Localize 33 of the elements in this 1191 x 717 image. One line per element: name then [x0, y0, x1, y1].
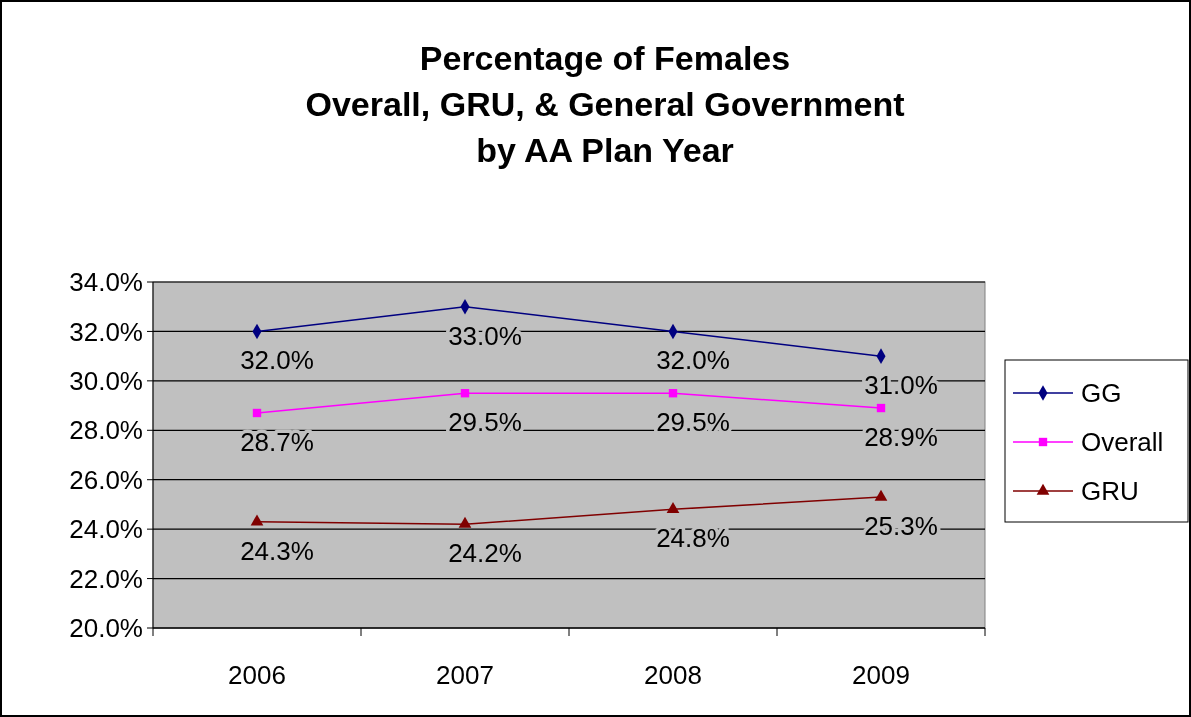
- x-tick-label: 2007: [436, 660, 494, 690]
- data-label: 32.0%: [240, 345, 314, 376]
- y-tick-label: 32.0%: [69, 316, 143, 347]
- y-tick-label: 34.0%: [69, 267, 143, 298]
- data-label: 24.3%: [240, 535, 314, 566]
- data-label: 29.5%: [448, 407, 522, 438]
- data-label: 28.7%: [240, 426, 314, 457]
- point: [666, 502, 680, 514]
- point: [460, 389, 470, 398]
- point: [668, 389, 678, 398]
- chart-title: Percentage of Females Overall, GRU, & General Government by AA Plan Year: [305, 39, 905, 169]
- point: [252, 408, 262, 418]
- point: [250, 514, 264, 526]
- x-tick-label: 2006: [228, 660, 286, 690]
- data-label: 29.5%: [656, 407, 730, 438]
- legend-label: GG: [1081, 378, 1122, 409]
- point: [876, 403, 886, 413]
- y-tick-label: 24.0%: [69, 514, 143, 545]
- y-tick-label: 22.0%: [69, 563, 143, 594]
- y-tick-label: 30.0%: [69, 365, 143, 396]
- x-tick-label: 2008: [644, 660, 702, 690]
- y-tick-label: 20.0%: [69, 613, 143, 644]
- legend-label: GRU: [1081, 476, 1139, 507]
- point: [874, 489, 888, 501]
- data-label: 32.0%: [656, 345, 730, 376]
- data-label: 24.8%: [656, 523, 730, 554]
- data-label: 24.2%: [448, 538, 522, 569]
- data-label: 28.9%: [864, 422, 938, 453]
- point: [458, 516, 472, 528]
- legend-label: Overall: [1081, 427, 1164, 458]
- y-tick-label: 28.0%: [69, 415, 143, 446]
- x-tick-label: 2009: [852, 660, 910, 690]
- y-tick-label: 26.0%: [69, 464, 143, 495]
